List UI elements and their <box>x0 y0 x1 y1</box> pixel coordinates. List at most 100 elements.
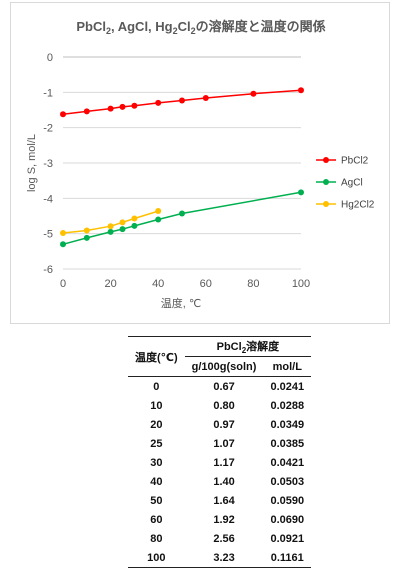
y-tick-label: -1 <box>43 87 53 99</box>
cell-g-per-100g: 2.56 <box>213 532 235 545</box>
series-hg2cl2 <box>60 208 162 236</box>
y-axis-title: log S, mol/L <box>26 134 38 192</box>
data-point <box>107 228 114 235</box>
y-tick-label: -6 <box>43 264 53 276</box>
chart-title: PbCl2, AgCl, Hg2Cl2の溶解度と温度の関係 <box>76 19 325 36</box>
solubility-table-container: 温度(℃) PbCl2溶解度 g/100g(soln) mol/L 0 0.67 0… <box>128 336 312 568</box>
series-line-agcl <box>62 191 302 246</box>
data-point <box>155 99 162 106</box>
y-tick-label: -2 <box>43 123 53 135</box>
data-point <box>119 219 126 226</box>
cell-mol-per-l: 0.1161 <box>263 548 312 568</box>
data-point <box>202 94 209 101</box>
legend-label: AgCl <box>341 178 363 189</box>
table-row: 60 1.92 0.0690 <box>128 510 311 529</box>
series-pbcl2 <box>60 87 304 118</box>
cell-temperature: 60 <box>150 513 163 526</box>
cell-temperature: 20 <box>150 418 163 431</box>
legend-label: PbCl2 <box>341 156 369 167</box>
cell-g-per-100g: 3.23 <box>184 548 264 568</box>
table-row: 50 1.64 0.0590 <box>128 491 311 510</box>
x-tick-label: 80 <box>247 278 259 290</box>
cell-temperature: 80 <box>150 532 163 545</box>
cell-g-per-100g: 1.64 <box>213 494 235 507</box>
data-point <box>107 223 114 230</box>
col-header-temperature: 温度(℃) <box>128 336 185 377</box>
series-layer <box>60 87 304 248</box>
cell-temperature: 30 <box>150 456 163 469</box>
cell-temperature: 0 <box>153 380 160 393</box>
x-tick-label: 100 <box>292 278 310 290</box>
cell-mol-per-l: 0.0590 <box>270 494 305 507</box>
data-point <box>131 102 138 109</box>
x-axis-title: 温度, ℃ <box>161 296 201 310</box>
legend-item-pbcl2: PbCl2 <box>316 156 369 167</box>
gridlines <box>63 91 301 270</box>
cell-mol-per-l: 0.0288 <box>270 399 305 412</box>
table-row: 80 2.56 0.0921 <box>128 529 311 548</box>
cell-g-per-100g: 0.67 <box>213 380 235 393</box>
table-row: 10 0.80 0.0288 <box>128 396 311 415</box>
cell-temperature: 25 <box>150 437 163 450</box>
col-header-mol-per-l: mol/L <box>263 356 312 377</box>
cell-mol-per-l: 0.0921 <box>270 532 305 545</box>
cell-temperature: 100 <box>128 548 185 568</box>
data-point <box>179 210 185 217</box>
data-point <box>60 241 66 248</box>
pbcl2-solubility-table: 温度(℃) PbCl2溶解度 g/100g(soln) mol/L 0 0.67 0… <box>128 336 312 568</box>
cell-g-per-100g: 1.07 <box>213 437 235 450</box>
y-tick-label: 0 <box>47 52 53 64</box>
legend-label: Hg2Cl2 <box>341 200 375 211</box>
y-tick-label: -4 <box>43 193 53 205</box>
cell-temperature: 40 <box>150 475 163 488</box>
data-point <box>155 216 162 223</box>
chart: PbCl2, AgCl, Hg2Cl2の溶解度と温度の関係 0 -1 -2 -3 -4 -… <box>26 19 375 310</box>
x-tick-label: 0 <box>60 278 66 290</box>
data-point <box>119 103 126 110</box>
cell-mol-per-l: 0.0690 <box>270 513 305 526</box>
data-point <box>131 215 138 222</box>
table-row: 40 1.40 0.0503 <box>128 472 311 491</box>
cell-mol-per-l: 0.0241 <box>270 380 305 393</box>
group-header-pbcl2-solubility: PbCl2溶解度 <box>184 336 312 357</box>
data-point <box>298 87 304 94</box>
x-tick-label: 20 <box>104 278 116 290</box>
data-point <box>250 90 257 97</box>
data-point <box>83 227 90 234</box>
data-point <box>131 222 138 229</box>
cell-temperature: 10 <box>150 399 163 412</box>
col-header-g-per-100g: g/100g(soln) <box>184 356 264 377</box>
table-row: 20 0.97 0.0349 <box>128 415 311 434</box>
data-point <box>155 208 162 215</box>
data-point <box>83 108 90 115</box>
data-point <box>107 105 114 112</box>
y-axis-ticks: 0 -1 -2 -3 -4 -5 -6 <box>43 52 53 276</box>
x-tick-label: 40 <box>152 278 164 290</box>
cell-mol-per-l: 0.0421 <box>270 456 305 469</box>
legend-marker <box>323 157 329 163</box>
legend-marker <box>323 179 329 185</box>
data-point <box>119 226 126 233</box>
legend-marker <box>323 201 329 207</box>
data-point <box>179 97 185 104</box>
chart-frame: PbCl2, AgCl, Hg2Cl2の溶解度と温度の関係 0 -1 -2 -3 -4 -… <box>10 2 390 324</box>
data-point <box>298 189 304 196</box>
data-point <box>60 111 66 118</box>
table-row: 100 3.23 0.1161 <box>128 548 312 568</box>
legend: PbCl2 AgCl Hg2Cl2 <box>316 156 375 211</box>
series-line-pbcl2 <box>62 89 302 115</box>
cell-mol-per-l: 0.0503 <box>270 475 305 488</box>
series-line-hg2cl2 <box>62 210 159 234</box>
table-row: 30 1.17 0.0421 <box>128 453 311 472</box>
cell-g-per-100g: 1.40 <box>213 475 235 488</box>
series-agcl <box>60 189 304 248</box>
x-tick-label: 60 <box>200 278 212 290</box>
cell-g-per-100g: 0.97 <box>213 418 235 431</box>
table-body: 0 0.67 0.0241 10 0.80 0.0288 20 0.97 0.0349 25 1.0… <box>128 377 312 568</box>
table-row: 0 0.67 0.0241 <box>128 377 311 397</box>
y-tick-label: -3 <box>43 158 53 170</box>
legend-item-agcl: AgCl <box>316 178 363 189</box>
cell-mol-per-l: 0.0349 <box>270 418 305 431</box>
legend-item-hg2cl2: Hg2Cl2 <box>316 200 375 211</box>
data-point <box>60 229 66 236</box>
